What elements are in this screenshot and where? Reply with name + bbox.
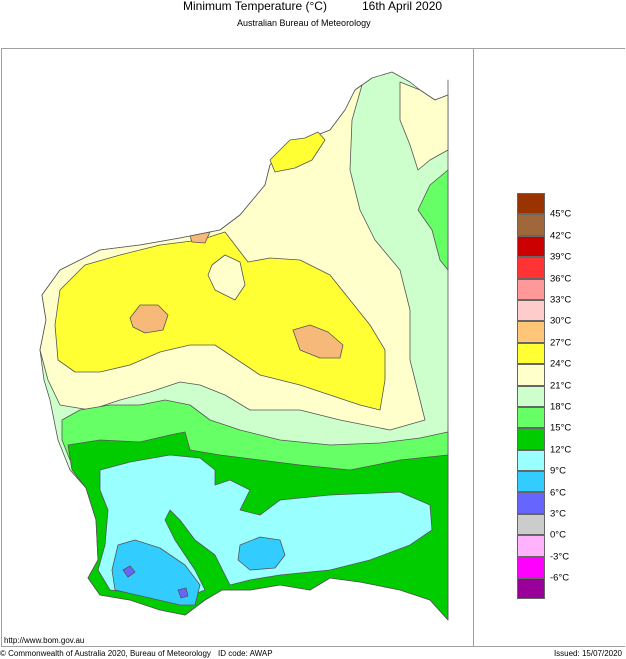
source-url[interactable]: http://www.bom.gov.au (4, 636, 85, 645)
legend-label: 15°C (550, 422, 572, 434)
chart-title: Minimum Temperature (°C) 16th April 2020 (0, 0, 626, 16)
region-24-27-coast (269, 131, 326, 173)
legend-label: 27°C (550, 337, 572, 349)
id-code: ID code: AWAP (218, 649, 273, 658)
legend-swatch (517, 578, 545, 600)
legend-label: -6°C (550, 572, 570, 584)
legend-label: 42°C (550, 230, 572, 242)
region-21-24-north (399, 81, 449, 171)
legend-label: 21°C (550, 380, 572, 392)
legend-label: 30°C (550, 315, 572, 327)
title-date: 16th April 2020 (362, 0, 443, 13)
legend-label: 39°C (550, 251, 572, 263)
legend-label: 6°C (550, 487, 566, 499)
legend-label: 3°C (550, 508, 566, 520)
region-27-30-west (129, 304, 169, 334)
legend-label: 24°C (550, 358, 572, 370)
legend-label: 0°C (550, 529, 566, 541)
legend-swatch (517, 257, 545, 279)
legend-swatch (517, 471, 545, 493)
legend-swatch (517, 214, 545, 236)
legend-swatch (517, 385, 545, 407)
region-21-24-island (207, 254, 246, 301)
region-3-6-a (122, 565, 136, 578)
region-6-9-southwest (111, 539, 201, 606)
legend-swatch (517, 299, 545, 322)
copyright: © Commonwealth of Australia 2020, Bureau… (0, 649, 211, 658)
legend-label: 33°C (550, 294, 572, 306)
legend-label: 9°C (550, 465, 566, 477)
legend-label: 18°C (550, 401, 572, 413)
legend-swatch (517, 342, 545, 365)
region-6-9-central (237, 536, 286, 571)
legend-swatch (517, 321, 545, 343)
legend-label: 36°C (550, 273, 572, 285)
frame-divider (473, 48, 474, 647)
legend-swatch (517, 428, 545, 450)
title-text: Minimum Temperature (°C) (183, 0, 327, 13)
legend-swatch (517, 535, 545, 557)
legend-swatch (517, 492, 545, 514)
legend-swatch (517, 235, 545, 258)
legend-swatch (517, 556, 545, 579)
legend-swatch (517, 513, 545, 536)
region-15-18-east (417, 169, 449, 271)
map-frame (1, 48, 625, 647)
legend-swatch (517, 364, 545, 386)
legend-swatch (517, 406, 545, 429)
legend-label: 12°C (550, 444, 572, 456)
legend-label: 45°C (550, 208, 572, 220)
legend-swatch (517, 449, 545, 472)
subtitle: Australian Bureau of Meteorology (237, 18, 371, 28)
color-legend (517, 193, 545, 600)
issued-date: Issued: 15/07/2020 (553, 649, 622, 658)
region-3-6-b (177, 587, 189, 599)
legend-swatch (517, 278, 545, 300)
legend-label: -3°C (550, 551, 570, 563)
legend-swatch (517, 193, 545, 215)
region-27-30-coast (189, 231, 211, 244)
region-27-30-east (292, 324, 344, 359)
